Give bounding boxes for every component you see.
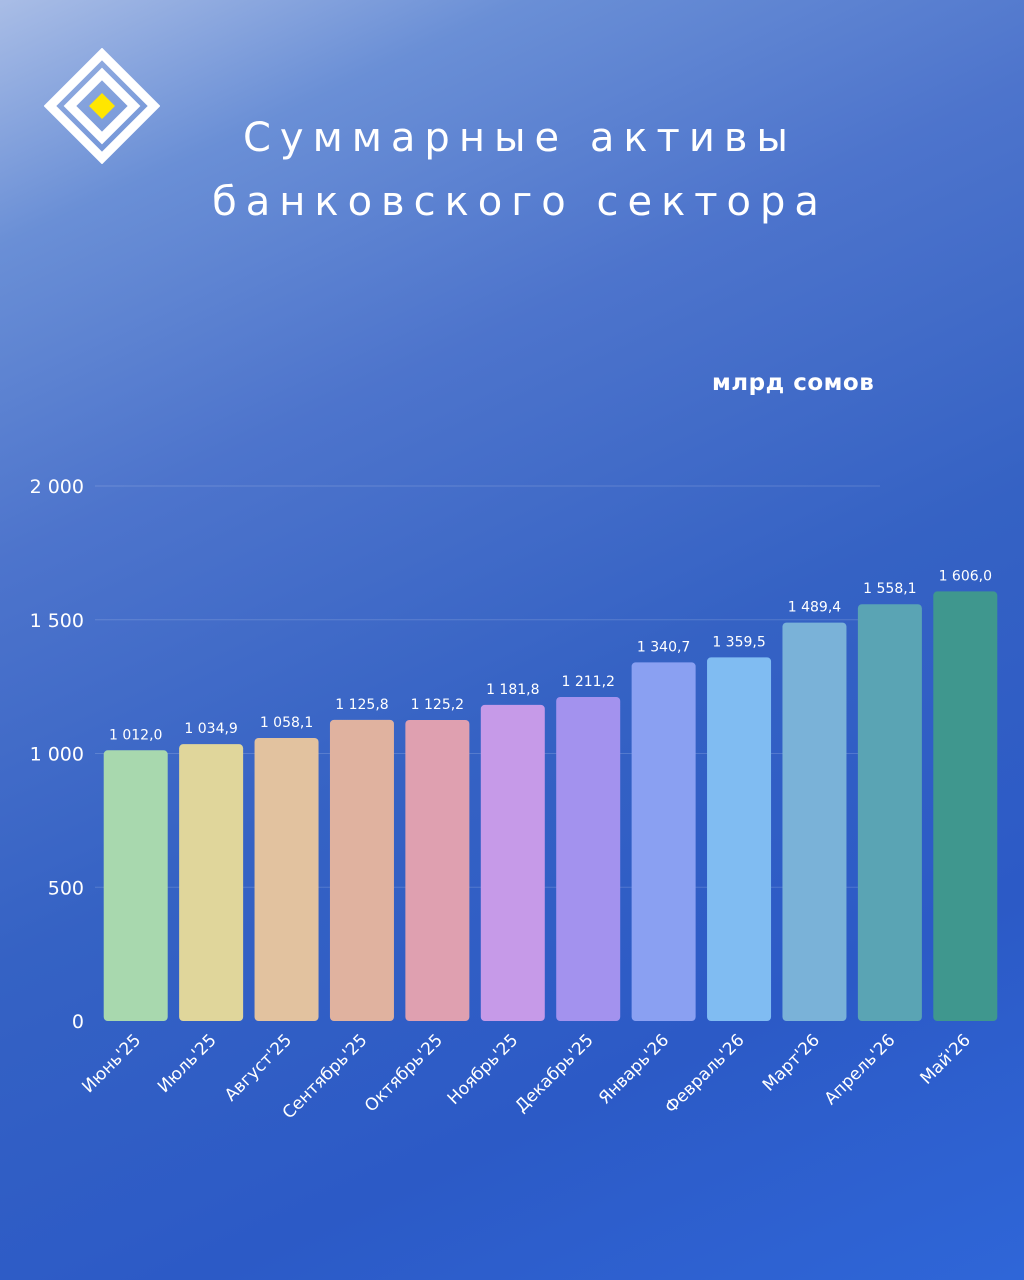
bar bbox=[556, 697, 621, 1021]
x-tick-label: Октябрь'25 bbox=[361, 1030, 447, 1116]
x-tick-label: Январь'26 bbox=[595, 1030, 673, 1108]
x-tick-label: Август'25 bbox=[221, 1030, 296, 1105]
x-tick-label: Ноябрь'25 bbox=[444, 1030, 522, 1108]
x-tick-label: Июль'25 bbox=[154, 1030, 221, 1097]
bar bbox=[857, 604, 922, 1021]
bar bbox=[405, 720, 470, 1021]
y-tick-label: 0 bbox=[72, 1011, 84, 1033]
x-tick-label: Декабрь'25 bbox=[511, 1030, 597, 1116]
bar bbox=[254, 737, 319, 1021]
x-tick-label: Апрель'26 bbox=[821, 1030, 900, 1109]
data-label: 1 558,1 bbox=[863, 581, 916, 597]
data-label: 1 606,0 bbox=[939, 568, 992, 584]
diamond-logo-icon bbox=[44, 48, 160, 164]
chart-title-line2: банковского сектора bbox=[212, 179, 828, 225]
data-labels: 1 012,0 1 034,9 1 058,1 1 125,8 1 125,2 1 181… bbox=[109, 568, 992, 743]
x-tick-label: Май'26 bbox=[917, 1030, 975, 1088]
chart-title-line1: Суммарные активы bbox=[242, 115, 798, 161]
data-label: 1 359,5 bbox=[712, 634, 765, 650]
bar bbox=[631, 662, 696, 1021]
y-tick-label: 500 bbox=[48, 877, 84, 899]
bar bbox=[480, 704, 545, 1021]
unit-label: млрд сомов bbox=[712, 370, 875, 396]
bars bbox=[103, 591, 998, 1021]
y-tick-label: 1 000 bbox=[30, 744, 84, 766]
bar bbox=[707, 657, 772, 1021]
data-label: 1 034,9 bbox=[184, 721, 237, 737]
data-label: 1 058,1 bbox=[260, 715, 313, 731]
x-tick-label: Июнь'25 bbox=[78, 1030, 145, 1097]
x-tick-label: Февраль'26 bbox=[661, 1030, 748, 1117]
data-label: 1 340,7 bbox=[637, 639, 690, 655]
bar bbox=[782, 622, 847, 1021]
data-label: 1 125,2 bbox=[411, 697, 464, 713]
y-tick-label: 1 500 bbox=[30, 610, 84, 632]
bar bbox=[179, 744, 244, 1021]
data-label: 1 125,8 bbox=[335, 697, 388, 713]
data-label: 1 489,4 bbox=[788, 600, 842, 616]
data-label: 1 211,2 bbox=[561, 674, 614, 690]
data-label: 1 181,8 bbox=[486, 682, 539, 698]
data-label: 1 012,0 bbox=[109, 727, 162, 743]
x-axis: Июнь'25 Июль'25 Август'25Сентябрь'25Октябр… bbox=[78, 1030, 974, 1123]
y-axis: 0 500 1 000 1 500 2 000 bbox=[30, 476, 84, 1033]
bar bbox=[103, 750, 168, 1021]
x-tick-label: Март'26 bbox=[759, 1030, 824, 1095]
chart-title: Суммарные активы банковского сектора bbox=[130, 106, 910, 234]
y-tick-label: 2 000 bbox=[30, 476, 84, 498]
bar bbox=[329, 719, 394, 1021]
bar bbox=[933, 591, 998, 1021]
